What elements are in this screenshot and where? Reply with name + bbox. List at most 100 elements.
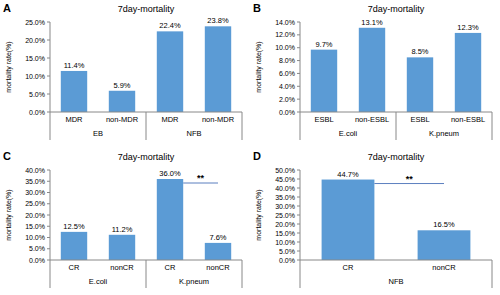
- data-label: 8.5%: [411, 47, 428, 56]
- figure: A 7day-mortality mortality rate(%) 0.0% 5.0%…: [0, 0, 500, 295]
- panel-letter: A: [3, 2, 11, 14]
- group-separator: [146, 112, 147, 140]
- x-tick-label: MDR: [161, 115, 179, 124]
- bar: [205, 26, 231, 112]
- bar: [407, 57, 433, 112]
- group-separator: [146, 260, 147, 288]
- title: 7day-mortality: [118, 152, 175, 162]
- bar: [109, 235, 135, 260]
- bars: [61, 26, 231, 112]
- group-separator: [492, 260, 493, 288]
- title: 7day-mortality: [368, 152, 425, 162]
- y-tick-label: 2.0%: [279, 96, 295, 103]
- y-tick-label: 10.0%: [275, 239, 295, 246]
- y-tick-label: 4.0%: [279, 83, 295, 90]
- x-tick-label: nonCR: [206, 263, 230, 272]
- y-axis: [50, 170, 51, 260]
- bars: [322, 180, 471, 260]
- y-tick-label: 20.0%: [25, 212, 45, 219]
- y-tick-label: 50.0%: [275, 167, 295, 174]
- y-axis-label: mortality rate(%): [5, 41, 13, 92]
- group-separator: [242, 260, 243, 288]
- annotation: **: [406, 174, 414, 184]
- y-tick-label: 45.0%: [275, 176, 295, 183]
- bar: [61, 71, 87, 112]
- x-tick-label: CR: [69, 263, 80, 272]
- group-label: NFB: [389, 277, 404, 286]
- panel-letter: B: [253, 2, 261, 14]
- data-label: 16.5%: [433, 220, 455, 229]
- y-tick-label: 0.0%: [29, 257, 45, 264]
- y-axis-label: mortality rate(%): [255, 41, 263, 92]
- group-separator: [50, 260, 51, 288]
- panel: B 7day-mortality mortality rate(%) 0.0% 2.0%…: [253, 2, 492, 140]
- x-tick-label: CR: [343, 263, 354, 272]
- x-tick-label: ESBL: [410, 115, 429, 124]
- y-tick-label: 10.0%: [25, 73, 45, 80]
- data-label: 7.6%: [209, 233, 226, 242]
- data-label: 13.1%: [361, 18, 383, 27]
- bar: [109, 91, 135, 112]
- x-tick-label: non-ESBL: [355, 115, 389, 124]
- x-tick-label: ESBL: [314, 115, 333, 124]
- y-axis: [300, 22, 301, 112]
- y-tick-label: 25.0%: [275, 212, 295, 219]
- bars: [311, 28, 481, 112]
- y-tick-label: 20.0%: [25, 37, 45, 44]
- group-label: K.pneum: [429, 129, 459, 138]
- x-tick-label: non-MDR: [106, 115, 139, 124]
- y-tick-label: 10.0%: [275, 44, 295, 51]
- bar: [322, 180, 375, 260]
- y-tick-label: 15.0%: [25, 55, 45, 62]
- group-separator: [396, 112, 397, 140]
- y-axis: [300, 170, 301, 260]
- data-label: 11.2%: [112, 225, 133, 234]
- data-label: 44.7%: [337, 170, 359, 179]
- y-tick-label: 30.0%: [25, 189, 45, 196]
- bar: [61, 232, 87, 260]
- bars: [61, 179, 231, 260]
- bar: [157, 31, 183, 112]
- x-tick-label: non-MDR: [202, 115, 235, 124]
- title: 7day-mortality: [118, 4, 175, 14]
- bar: [455, 33, 481, 112]
- y-tick-label: 25.0%: [25, 19, 45, 26]
- y-tick-label: 10.0%: [25, 234, 45, 241]
- data-label: 11.4%: [64, 61, 85, 70]
- data-label: 23.8%: [207, 16, 229, 25]
- x-tick-label: CR: [165, 263, 176, 272]
- y-tick-label: 0.0%: [279, 257, 295, 264]
- data-label: 36.0%: [159, 169, 181, 178]
- y-tick-label: 6.0%: [279, 70, 295, 77]
- y-tick-label: 35.0%: [275, 194, 295, 201]
- y-tick-label: 25.0%: [25, 200, 45, 207]
- data-label: 12.5%: [63, 222, 85, 231]
- y-tick-label: 30.0%: [275, 203, 295, 210]
- y-tick-label: 0.0%: [29, 109, 45, 116]
- y-tick-label: 40.0%: [275, 185, 295, 192]
- x-tick-label: nonCR: [432, 263, 456, 272]
- y-tick-label: 15.0%: [25, 223, 45, 230]
- bar: [311, 50, 337, 112]
- group-separator: [300, 260, 301, 288]
- y-tick-label: 14.0%: [275, 19, 295, 26]
- y-tick-label: 5.0%: [29, 91, 45, 98]
- data-label: 9.7%: [315, 40, 332, 49]
- y-axis-label: mortality rate(%): [255, 189, 263, 240]
- group-separator: [492, 112, 493, 140]
- title: 7day-mortality: [368, 4, 425, 14]
- data-label: 5.9%: [113, 81, 130, 90]
- group-separator: [300, 112, 301, 140]
- y-tick-label: 12.0%: [275, 31, 295, 38]
- group-label: EB: [93, 129, 103, 138]
- group-label: E.coli: [339, 129, 358, 138]
- x-tick-label: non-ESBL: [451, 115, 485, 124]
- panel: D7day-mortalitymortality rate(%)0.0%5.0%…: [253, 150, 492, 288]
- panel: A 7day-mortality mortality rate(%) 0.0% 5.0%…: [3, 2, 242, 140]
- panel: C7day-mortalitymortality rate(%)0.0%5.0%…: [3, 150, 242, 288]
- data-label: 12.3%: [457, 23, 479, 32]
- bar: [157, 179, 183, 260]
- y-tick-label: 0.0%: [279, 109, 295, 116]
- group-label: K.pneum: [179, 277, 209, 286]
- y-tick-label: 8.0%: [279, 57, 295, 64]
